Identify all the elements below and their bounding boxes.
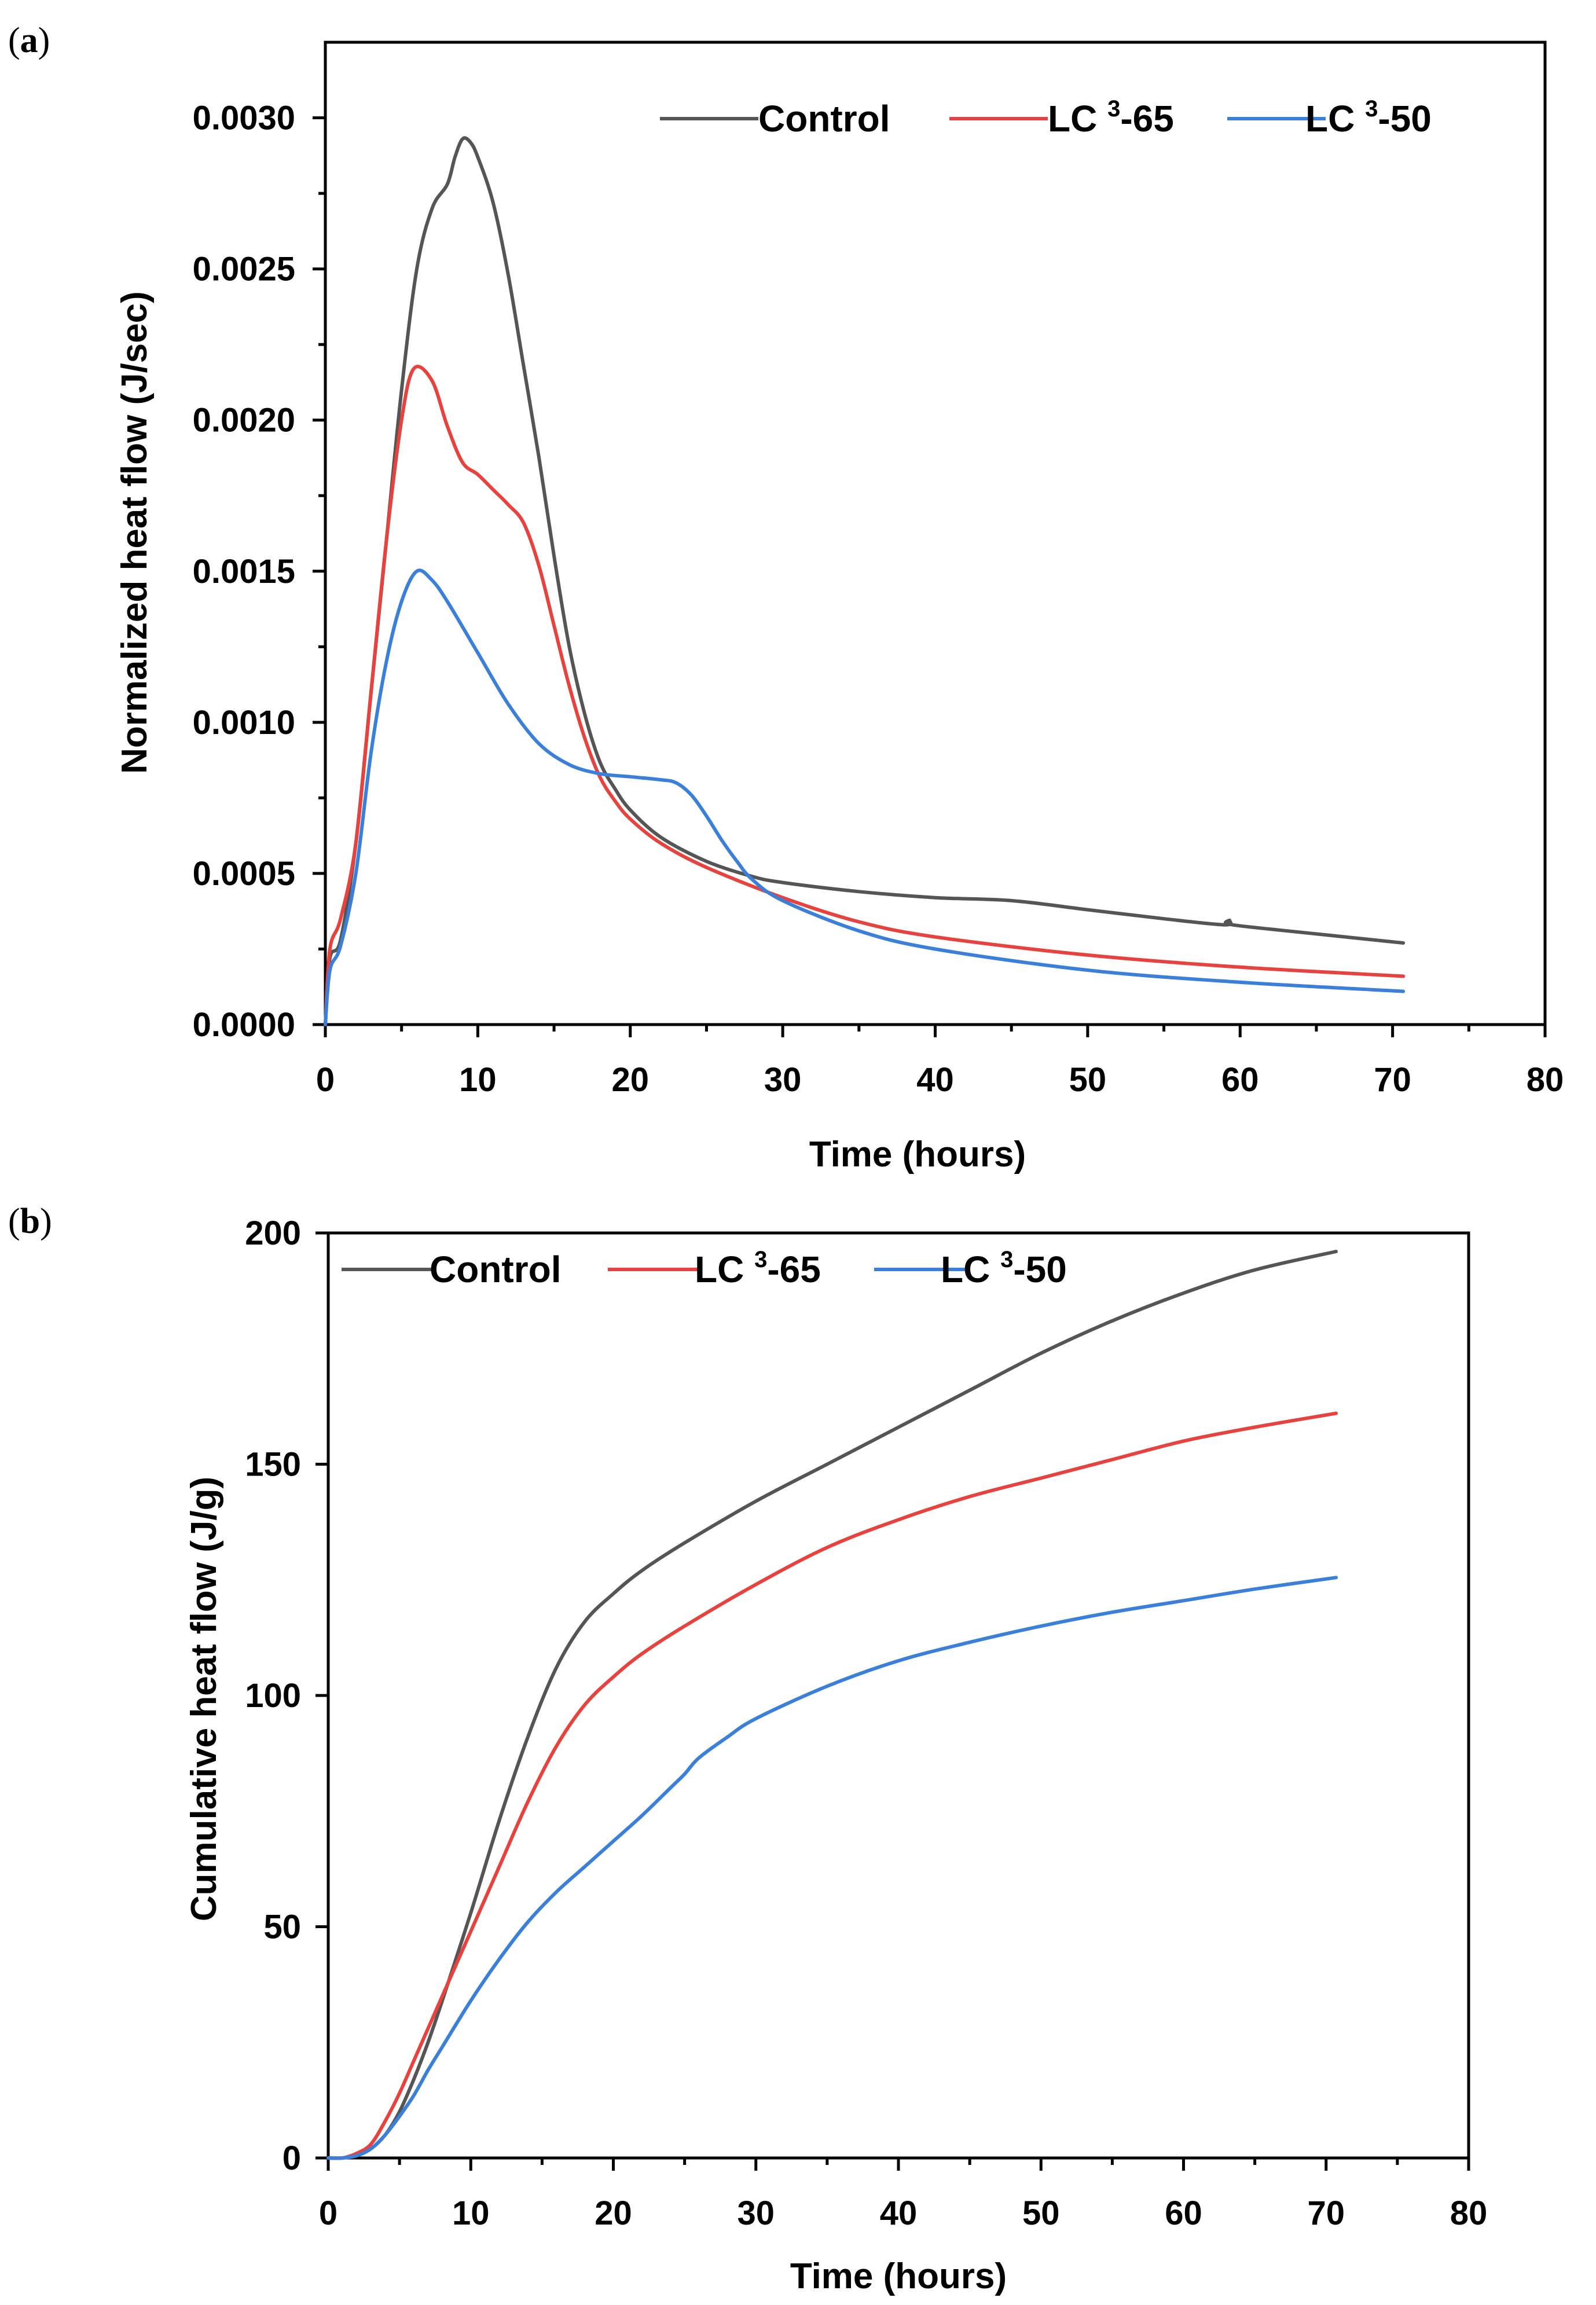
chart-b-series xyxy=(326,1250,1338,2160)
chart-b-series-control xyxy=(326,1250,1338,2160)
chart-b-y-tick-label: 50 xyxy=(263,1908,301,1946)
chart-b-x-tick-label: 70 xyxy=(1307,2194,1345,2232)
chart-a-legend-label-lc3-50: LC 3-50 xyxy=(1305,96,1432,140)
chart-b-ticks xyxy=(315,1231,1470,2171)
chart-a-legend-label-lc3-65: LC 3-65 xyxy=(1048,96,1174,140)
chart-b-x-tick-labels: 0 10 20 30 40 50 60 70 80 xyxy=(319,2194,1487,2232)
chart-b-y-tick-label: 200 xyxy=(245,1214,301,1252)
chart-b-x-tick-label: 80 xyxy=(1450,2194,1488,2232)
chart-a-x-tick-label: 60 xyxy=(1221,1061,1259,1099)
chart-b-x-tick-label: 0 xyxy=(319,2194,337,2232)
chart-a-x-axis-title: Time (hours) xyxy=(809,1135,1026,1174)
chart-b-x-tick-label: 20 xyxy=(595,2194,632,2232)
chart-a-x-tick-labels: 0 10 20 30 40 50 60 70 80 xyxy=(316,1061,1564,1099)
chart-a-x-tick-label: 10 xyxy=(459,1061,497,1099)
chart-a-legend-label-control: Control xyxy=(758,98,890,140)
chart-b-y-axis-title: Cumulative heat flow (J/g) xyxy=(184,1477,224,1921)
chart-a-legend: Control LC 3-65 LC 3-50 xyxy=(660,96,1432,140)
chart-a-y-tick-label: 0.0015 xyxy=(193,553,295,590)
panel-a-label: (a) xyxy=(8,21,50,60)
chart-a-series-control xyxy=(324,136,1406,1026)
chart-a-x-tick-label: 20 xyxy=(611,1061,649,1099)
panel-b-label: (b) xyxy=(8,1202,52,1241)
chart-a-series-lc3-65 xyxy=(324,365,1406,1026)
chart-a-y-tick-label: 0.0010 xyxy=(193,704,295,742)
chart-b-legend-label-lc3-50: LC 3-50 xyxy=(941,1247,1067,1290)
chart-b-x-tick-label: 60 xyxy=(1165,2194,1202,2232)
chart-b-y-tick-labels: 0 50 100 150 200 xyxy=(245,1214,301,2177)
chart-a-y-tick-label: 0.0025 xyxy=(193,251,295,288)
chart-a-ticks xyxy=(313,116,1547,1037)
chart-a-y-tick-label: 0.0020 xyxy=(193,402,295,439)
chart-b-x-axis-title: Time (hours) xyxy=(790,2256,1007,2296)
chart-b-x-tick-label: 30 xyxy=(737,2194,775,2232)
chart-b-y-tick-label: 150 xyxy=(245,1446,301,1484)
chart-a-x-tick-label: 40 xyxy=(916,1061,954,1099)
chart-a-series xyxy=(324,136,1406,1026)
chart-b-x-tick-label: 50 xyxy=(1022,2194,1060,2232)
chart-b-legend-label-lc3-65: LC 3-65 xyxy=(695,1247,821,1290)
chart-a-x-tick-label: 50 xyxy=(1069,1061,1107,1099)
chart-a-series-lc3-50 xyxy=(324,568,1406,1026)
chart-a-y-tick-label: 0.0005 xyxy=(193,855,295,893)
chart-b-y-tick-label: 100 xyxy=(245,1677,301,1715)
chart-a-x-tick-label: 70 xyxy=(1374,1061,1411,1099)
chart-b-series-lc3-50 xyxy=(326,1576,1338,2160)
chart-a-y-tick-labels: 0.0000 0.0005 0.0010 0.0015 0.0020 0.0025 0.00… xyxy=(193,100,295,1044)
chart-b-y-tick-label: 0 xyxy=(282,2139,301,2177)
chart-a-x-tick-label: 80 xyxy=(1527,1061,1564,1099)
chart-b-legend: Control LC 3-65 LC 3-50 xyxy=(342,1247,1067,1290)
chart-a-y-tick-label: 0.0030 xyxy=(193,100,295,137)
chart-a-y-tick-label: 0.0000 xyxy=(193,1006,295,1044)
chart-a-x-tick-label: 0 xyxy=(316,1061,335,1099)
cumulative-heat-chart: 0 10 20 30 40 50 60 70 80 0 50 100 150 200 Time (hou… xyxy=(184,1214,1487,2296)
heat-flow-chart: 0 10 20 30 40 50 60 70 80 0.00000.00050.00100.00… xyxy=(115,41,1564,1174)
chart-a-x-tick-label: 30 xyxy=(764,1061,802,1099)
chart-b-series-lc3-65 xyxy=(326,1411,1338,2160)
chart-a-y-axis-title: Normalized heat flow (J/sec) xyxy=(115,291,155,774)
chart-b-x-tick-label: 10 xyxy=(452,2194,490,2232)
chart-b-plot-frame xyxy=(326,1231,1470,2160)
chart-b-legend-label-control: Control xyxy=(430,1249,562,1290)
chart-a-plot-frame xyxy=(324,41,1547,1026)
chart-b-x-tick-label: 40 xyxy=(880,2194,918,2232)
